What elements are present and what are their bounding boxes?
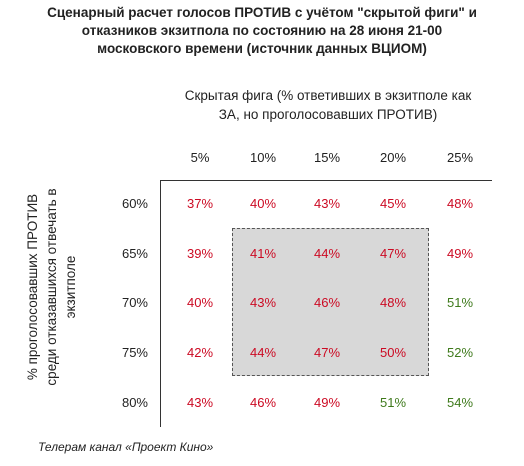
table-cell: 51%: [379, 395, 407, 410]
header-divider: [160, 180, 492, 181]
table-cell: 48%: [379, 295, 407, 310]
row-divider: [160, 180, 161, 427]
title-line: Сценарный расчет голосов ПРОТИВ с учётом…: [47, 5, 477, 20]
column-header: 25%: [446, 150, 474, 165]
table-cell: 50%: [379, 345, 407, 360]
table-cell: 52%: [446, 345, 474, 360]
row-axis-label-line: экзитполе: [63, 255, 78, 319]
table-cell: 49%: [446, 246, 474, 261]
table-cell: 43%: [186, 395, 214, 410]
table-cell: 49%: [313, 395, 341, 410]
column-axis-label-line: ЗА, но проголосовавших ПРОТИВ): [218, 107, 438, 122]
row-axis-label-line: % проголосовавших ПРОТИВ: [25, 193, 40, 381]
title-line: отказников экзитпола по состоянию на 28 …: [81, 23, 443, 38]
table-cell: 37%: [186, 196, 214, 211]
highlight-region: [232, 228, 429, 376]
column-axis-label: Скрытая фига (% ответивших в экзитполе к…: [168, 86, 488, 124]
table-cell: 44%: [249, 345, 277, 360]
table-cell: 48%: [446, 196, 474, 211]
row-header: 65%: [121, 246, 148, 261]
table-cell: 43%: [313, 196, 341, 211]
chart-title: Сценарный расчет голосов ПРОТИВ с учётом…: [10, 4, 514, 58]
row-axis-label: % проголосовавших ПРОТИВ среди отказавши…: [23, 162, 80, 412]
row-header: 75%: [121, 345, 148, 360]
table-cell: 46%: [249, 395, 277, 410]
column-header: 15%: [313, 150, 341, 165]
column-axis-label-line: Скрытая фига (% ответивших в экзитполе к…: [184, 88, 472, 103]
table-cell: 42%: [186, 345, 214, 360]
row-axis-label-line: среди отказавшихся отвечать в: [44, 188, 59, 386]
column-header: 20%: [379, 150, 407, 165]
table-cell: 44%: [313, 246, 341, 261]
table-cell: 40%: [249, 196, 277, 211]
title-line: московского времени (источник данных ВЦИ…: [97, 41, 427, 56]
table-cell: 47%: [379, 246, 407, 261]
table-cell: 46%: [313, 295, 341, 310]
table-cell: 47%: [313, 345, 341, 360]
table-cell: 51%: [446, 295, 474, 310]
column-header: 10%: [249, 150, 277, 165]
row-header: 70%: [121, 295, 148, 310]
table-cell: 45%: [379, 196, 407, 211]
table-cell: 43%: [249, 295, 277, 310]
column-header: 5%: [190, 150, 210, 165]
footer-credit: Телерам канал «Проект Кино»: [38, 440, 214, 454]
row-header: 80%: [121, 395, 148, 410]
table-cell: 41%: [249, 246, 277, 261]
table-cell: 39%: [186, 246, 214, 261]
table-cell: 54%: [446, 395, 474, 410]
row-header: 60%: [121, 196, 148, 211]
table-cell: 40%: [186, 295, 214, 310]
